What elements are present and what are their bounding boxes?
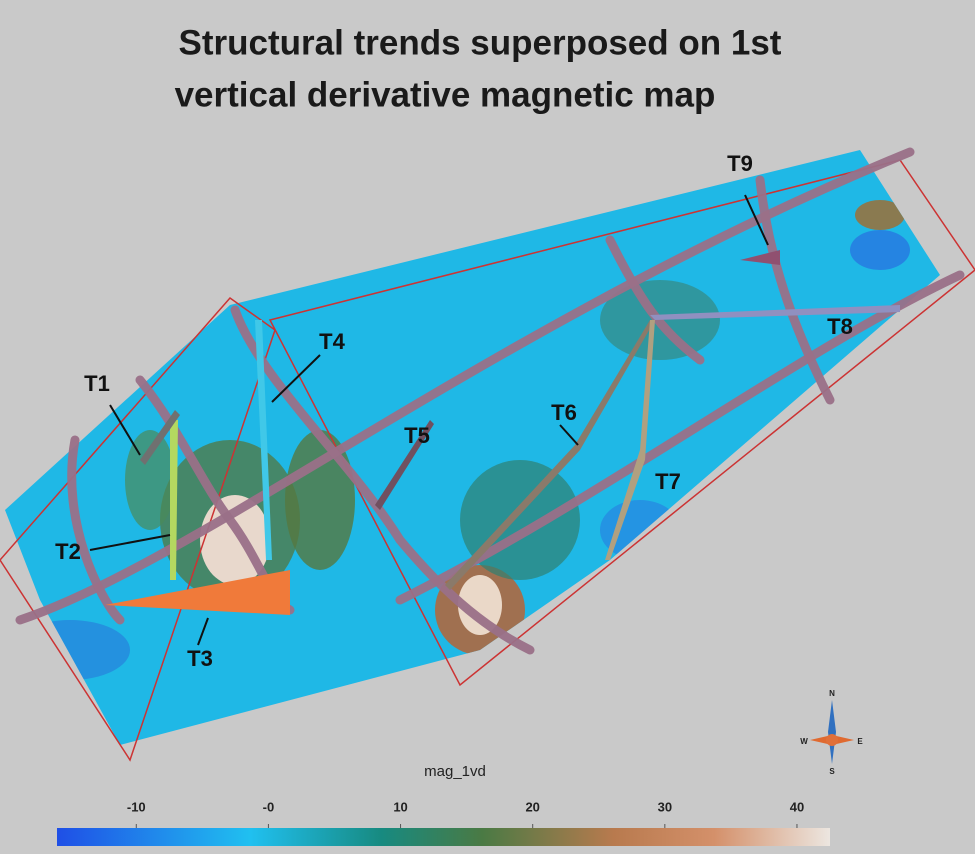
compass-letter: W [800, 737, 808, 746]
colorbar-tick-label: 10 [393, 799, 407, 814]
trend-label: T2 [55, 539, 81, 564]
survey-outline [0, 159, 975, 762]
trend-planes [105, 250, 900, 615]
trend-label: T5 [404, 423, 430, 448]
compass [810, 700, 854, 764]
trend-label: T1 [84, 371, 110, 396]
colorbar-tick-label: -0 [263, 799, 275, 814]
trend-label: T8 [827, 314, 853, 339]
colorbar-tick-label: 30 [658, 799, 672, 814]
colorbar-tick-label: 40 [790, 799, 804, 814]
compass-letter: S [829, 767, 835, 776]
trend-label: T9 [727, 151, 753, 176]
title-line: Structural trends superposed on 1st [179, 23, 782, 62]
colorbar-label: mag_1vd [424, 763, 486, 780]
trend-label: T6 [551, 400, 577, 425]
label-arrows [89, 194, 769, 646]
colorbar-tick-label: 20 [525, 799, 539, 814]
trend-label: T3 [187, 646, 213, 671]
title-line: vertical derivative magnetic map [175, 75, 716, 114]
colorbar [57, 828, 830, 846]
colorbar-tick-label: -10 [127, 799, 146, 814]
map [0, 147, 975, 762]
compass-letter: N [829, 689, 835, 698]
trend-label: T4 [319, 329, 345, 354]
compass-letter: E [857, 737, 863, 746]
trend-label: T7 [655, 469, 681, 494]
